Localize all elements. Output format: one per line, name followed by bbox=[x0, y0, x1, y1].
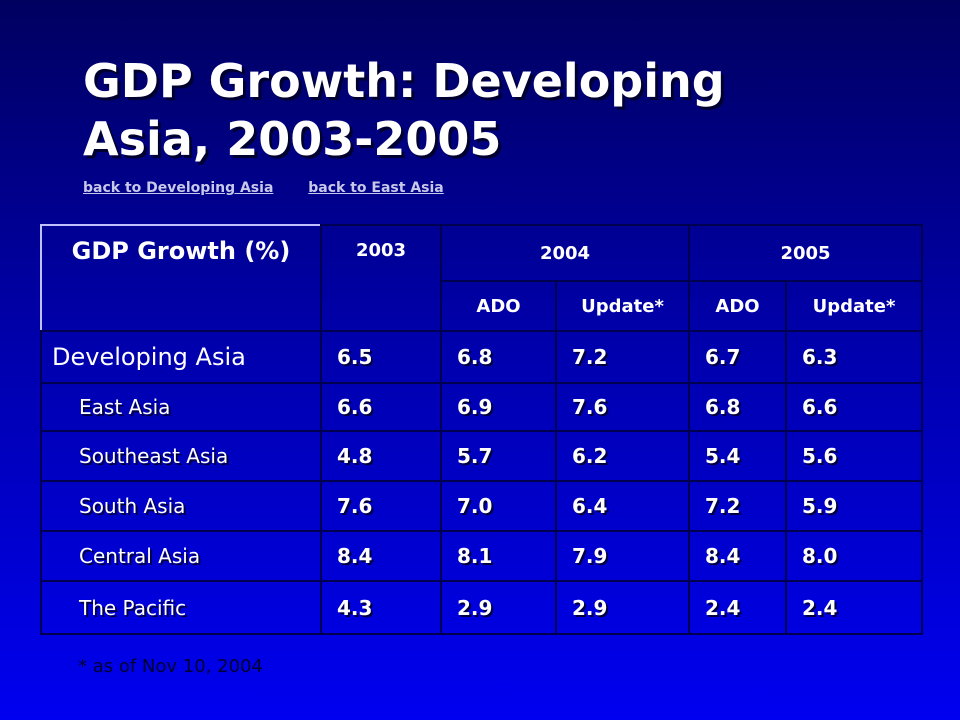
cell: 4.3 bbox=[320, 580, 442, 635]
cell: 6.3 bbox=[785, 330, 924, 384]
cell: 5.9 bbox=[785, 480, 924, 532]
cell: 8.0 bbox=[785, 530, 924, 582]
link[interactable]: back to Developing Asia bbox=[83, 180, 274, 196]
cell: 5.7 bbox=[440, 430, 557, 482]
cell: 5.6 bbox=[785, 430, 924, 482]
title: GDP Growth: Developing Asia, 2003-2005 bbox=[83, 54, 725, 166]
cell: 6.8 bbox=[440, 330, 557, 384]
corner-header: GDP Growth (%) bbox=[40, 224, 322, 332]
cell: 7.2 bbox=[554, 330, 691, 384]
cell: 2.9 bbox=[554, 580, 691, 635]
cell: 5.4 bbox=[688, 430, 788, 482]
subheader: Update* bbox=[785, 280, 924, 332]
cell: 2.4 bbox=[785, 580, 924, 635]
table-row: Southeast Asia 4.8 5.7 6.2 5.4 5.6 bbox=[40, 430, 924, 482]
cell: 7.2 bbox=[688, 480, 788, 532]
cell: 6.8 bbox=[688, 382, 788, 432]
table-row: Developing Asia 6.5 6.8 7.2 6.7 6.3 bbox=[40, 330, 924, 384]
subheader-row: ADO Update* ADO Update* bbox=[41, 280, 924, 332]
year-header: 2003 bbox=[320, 224, 442, 332]
cell: 6.9 bbox=[440, 382, 557, 432]
links: back to Developing Asia back to East Asi… bbox=[83, 180, 474, 196]
row-label: The Pacific bbox=[40, 580, 322, 635]
cell: 8.4 bbox=[688, 530, 788, 582]
cell: 6.6 bbox=[785, 382, 924, 432]
cell: 8.4 bbox=[320, 530, 442, 582]
cell: 6.5 bbox=[320, 330, 442, 384]
header-row: GDP Growth (%) 2003 2004 2005 bbox=[40, 224, 924, 332]
row-label: East Asia bbox=[40, 382, 322, 432]
cell: 8.1 bbox=[440, 530, 557, 582]
row-label: Southeast Asia bbox=[40, 430, 322, 482]
table-row: The Pacific 4.3 2.9 2.9 2.4 2.4 bbox=[40, 580, 924, 635]
table-row: East Asia 6.6 6.9 7.6 6.8 6.6 bbox=[40, 382, 924, 432]
cell: 7.9 bbox=[554, 530, 691, 582]
table-row: South Asia 7.6 7.0 6.4 7.2 5.9 bbox=[40, 480, 924, 532]
subheader: ADO bbox=[440, 280, 557, 332]
cell: 4.8 bbox=[320, 430, 442, 482]
row-label: Developing Asia bbox=[40, 330, 322, 384]
year-header: 2004 bbox=[439, 224, 691, 282]
footnote: * as of Nov 10, 2004 bbox=[78, 656, 263, 677]
cell: 7.6 bbox=[320, 480, 442, 532]
cell: 6.2 bbox=[554, 430, 691, 482]
year-header: 2005 bbox=[688, 224, 924, 282]
cell: 6.7 bbox=[688, 330, 788, 384]
cell: 2.4 bbox=[688, 580, 788, 635]
cell: 7.0 bbox=[440, 480, 557, 532]
cell: 6.6 bbox=[320, 382, 442, 432]
table: GDP Growth (%) 2003 2004 2005 ADO Update*… bbox=[40, 224, 924, 635]
cell: 6.4 bbox=[554, 480, 691, 532]
subheader: Update* bbox=[554, 280, 691, 332]
row-label: South Asia bbox=[40, 480, 322, 532]
row-label: Central Asia bbox=[40, 530, 322, 582]
cell: 7.6 bbox=[554, 382, 691, 432]
subheader: ADO bbox=[688, 280, 788, 332]
cell: 2.9 bbox=[440, 580, 557, 635]
table-row: Central Asia 8.4 8.1 7.9 8.4 8.0 bbox=[40, 530, 924, 582]
link[interactable]: back to East Asia bbox=[308, 180, 444, 196]
